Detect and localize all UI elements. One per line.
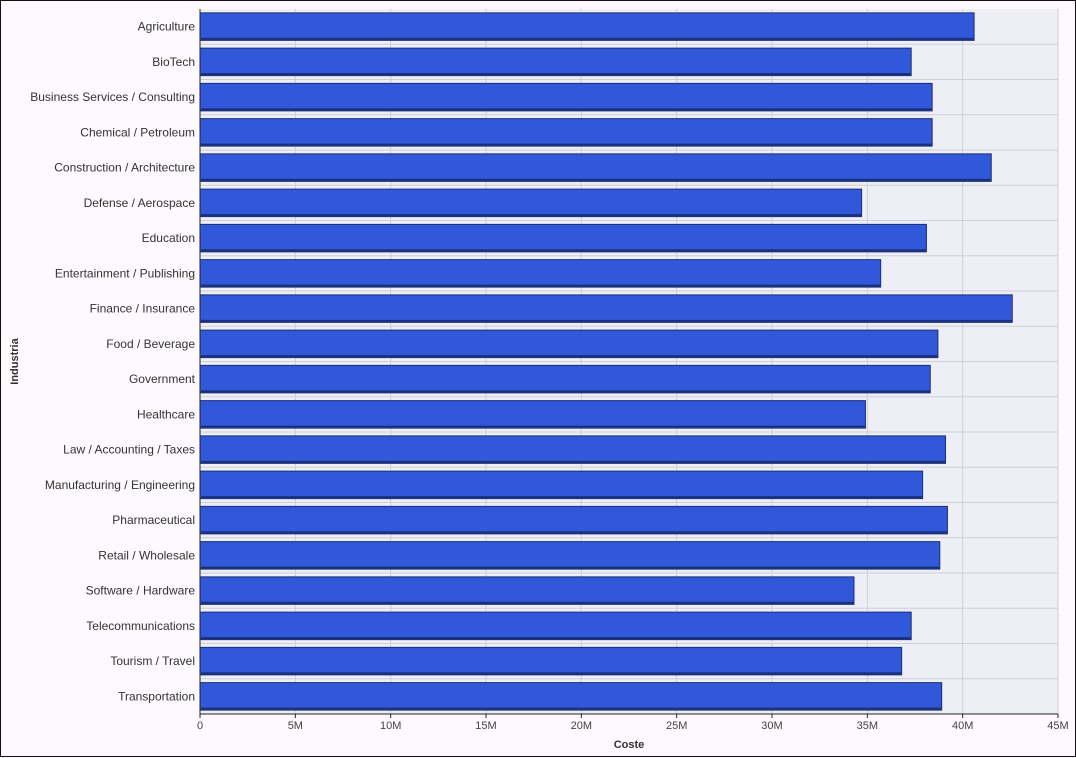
category-label: Food / Beverage [106, 337, 195, 351]
x-tick-label: 35M [857, 720, 878, 732]
bar[interactable] [199, 12, 975, 41]
bar[interactable] [199, 682, 943, 711]
category-labels: Agriculture BioTech Business Services / Co… [30, 20, 195, 704]
x-tick-labels: 0 5M 10M 15M 20M 25M 30M 35M 40M 45M [197, 714, 1069, 732]
bar[interactable] [199, 400, 866, 429]
bar[interactable] [199, 153, 992, 182]
category-label: Retail / Wholesale [98, 548, 195, 562]
category-label: Telecommunications [86, 619, 195, 633]
category-label: Business Services / Consulting [30, 90, 195, 104]
category-label: Finance / Insurance [90, 302, 196, 316]
category-label: Law / Accounting / Taxes [63, 443, 195, 457]
bar[interactable] [199, 576, 855, 605]
x-tick-label: 30M [761, 720, 782, 732]
category-label: Defense / Aerospace [84, 196, 196, 210]
x-tick-label: 40M [952, 720, 973, 732]
category-label: Transportation [118, 689, 195, 703]
bar[interactable] [199, 47, 912, 77]
category-label: BioTech [152, 55, 195, 69]
category-label: Healthcare [137, 407, 195, 421]
y-axis-title: Industria [9, 337, 21, 384]
x-tick-label: 25M [666, 720, 687, 732]
bar[interactable] [199, 82, 933, 112]
category-label: Education [142, 231, 195, 245]
category-label: Construction / Architecture [54, 161, 195, 175]
bar[interactable] [199, 188, 863, 218]
bar[interactable] [199, 118, 933, 147]
bar[interactable] [199, 364, 931, 394]
bar[interactable] [199, 541, 941, 570]
gridlines [200, 9, 1059, 714]
bar[interactable] [199, 294, 1013, 323]
category-label: Entertainment / Publishing [55, 266, 195, 280]
bar[interactable] [199, 259, 882, 288]
x-tick-label: 10M [380, 720, 401, 732]
category-label: Chemical / Petroleum [80, 125, 195, 139]
bar[interactable] [199, 435, 947, 464]
x-tick-label: 0 [197, 720, 203, 732]
x-tick-label: 20M [571, 720, 592, 732]
axes [199, 9, 1058, 715]
x-tick-label: 15M [475, 720, 496, 732]
category-label: Manufacturing / Engineering [45, 478, 195, 492]
category-label: Software / Hardware [86, 584, 196, 598]
bar[interactable] [199, 223, 927, 253]
bar[interactable] [199, 329, 939, 359]
bar[interactable] [199, 470, 924, 500]
category-label: Tourism / Travel [110, 654, 195, 668]
category-label: Agriculture [138, 20, 196, 34]
x-tick-label: 5M [288, 720, 303, 732]
bar[interactable] [199, 646, 903, 676]
category-label: Pharmaceutical [112, 513, 195, 527]
x-axis-title: Coste [614, 739, 645, 751]
bar[interactable] [199, 611, 912, 641]
category-label: Government [129, 372, 196, 386]
x-tick-label: 45M [1047, 720, 1068, 732]
bar[interactable] [199, 505, 948, 535]
bars [199, 12, 1013, 711]
